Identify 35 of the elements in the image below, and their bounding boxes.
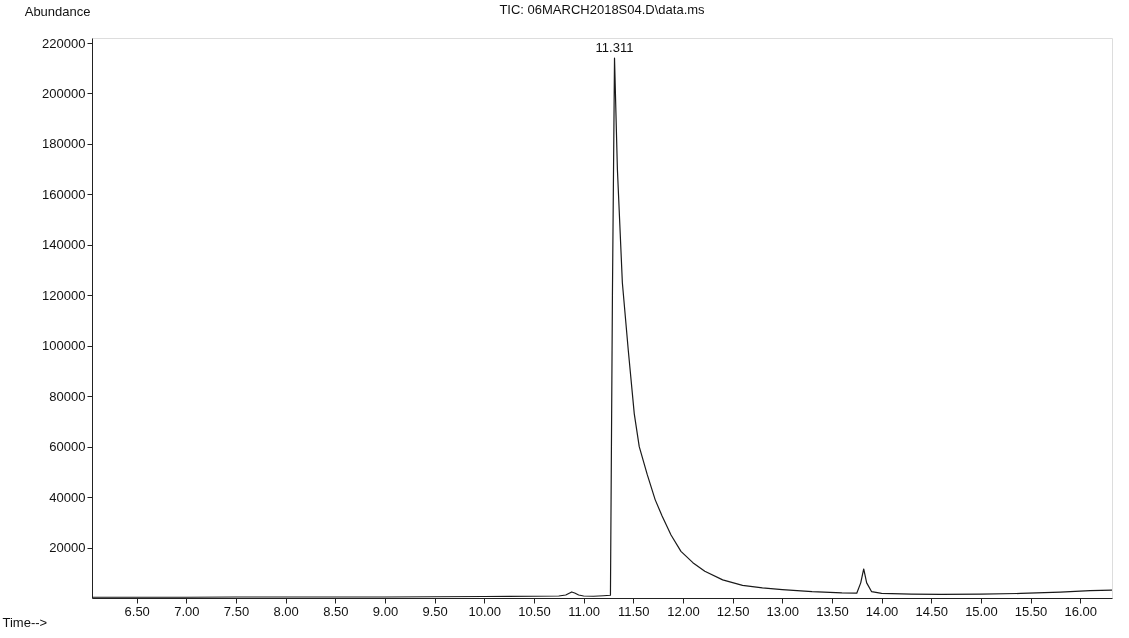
x-tick-label: 16.00 — [1064, 603, 1097, 619]
x-tick-label: 11.50 — [618, 603, 650, 619]
x-tick-label: 8.50 — [323, 603, 349, 619]
y-tick-label: 100000 — [42, 338, 86, 354]
x-tick-label: 7.50 — [223, 603, 250, 619]
x-tick-label: 14.50 — [915, 603, 949, 619]
y-tick-label: 160000 — [42, 186, 86, 202]
y-tick-label: 80000 — [49, 388, 86, 404]
x-tick-label: 13.50 — [816, 603, 849, 619]
y-tick-label: 200000 — [42, 86, 86, 101]
x-tick-label: 10.00 — [468, 603, 502, 619]
x-tick-label: 12.00 — [667, 603, 700, 619]
x-tick-label: 6.50 — [124, 603, 150, 619]
x-tick-label: 7.00 — [174, 603, 200, 619]
x-axis-title: Time--> — [2, 614, 48, 630]
x-tick-label: 8.00 — [273, 603, 299, 619]
x-tick-label: 15.50 — [1014, 603, 1048, 619]
y-tick-label: 60000 — [49, 439, 86, 455]
y-tick-label: 120000 — [42, 287, 86, 303]
x-tick-label: 13.00 — [766, 603, 800, 619]
y-tick-label: 20000 — [49, 540, 86, 556]
x-tick-label: 10.50 — [518, 603, 551, 619]
y-tick-label: 220000 — [42, 35, 86, 51]
x-tick-label: 11.00 — [568, 603, 600, 619]
chart-title: TIC: 06MARCH2018S04.D\data.ms — [499, 2, 706, 17]
x-tick-label: 12.50 — [716, 603, 750, 619]
y-tick-label: 140000 — [42, 237, 86, 253]
annotation: 11.311 — [595, 40, 634, 56]
x-tick-label: 9.00 — [372, 603, 399, 619]
y-axis-title: Abundance — [24, 3, 91, 19]
x-tick-label: 9.50 — [422, 603, 448, 619]
y-tick-label: 180000 — [42, 136, 86, 152]
x-tick-label: 14.00 — [865, 603, 899, 619]
y-tick-label: 40000 — [49, 489, 86, 505]
x-tick-label: 15.00 — [965, 603, 998, 619]
